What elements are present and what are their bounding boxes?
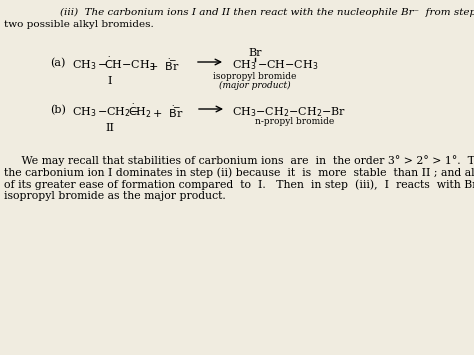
Text: n-propyl bromide: n-propyl bromide <box>255 117 335 126</box>
Text: $\dot{\mathrm{C}}$H$-$CH$_3$: $\dot{\mathrm{C}}$H$-$CH$_3$ <box>104 56 155 73</box>
Text: Br: Br <box>248 48 262 58</box>
Text: I: I <box>108 76 112 86</box>
Text: (iii)  The carbonium ions I and II then react with the nucleophile Br⁻  from ste: (iii) The carbonium ions I and II then r… <box>60 8 474 17</box>
Text: CH$_3$: CH$_3$ <box>232 58 256 72</box>
Text: the carbonium ion I dominates in step (ii) because  it  is  more  stable  than I: the carbonium ion I dominates in step (i… <box>4 167 474 178</box>
Text: (b): (b) <box>50 105 66 115</box>
Text: $+$  $\dot{\mathrm{B}}$r: $+$ $\dot{\mathrm{B}}$r <box>148 58 179 73</box>
Text: two possible alkyl bromides.: two possible alkyl bromides. <box>4 20 154 29</box>
Text: We may recall that stabilities of carbonium ions  are  in  the order 3° > 2° > 1: We may recall that stabilities of carbon… <box>4 155 474 166</box>
Text: II: II <box>106 123 115 133</box>
Text: (major product): (major product) <box>219 81 291 90</box>
Text: $-$CH$-$CH$_3$: $-$CH$-$CH$_3$ <box>257 58 319 72</box>
Text: $-$: $-$ <box>168 54 177 63</box>
Text: $-$CH$_2$$-$: $-$CH$_2$$-$ <box>97 105 140 119</box>
Text: $-$: $-$ <box>97 58 107 68</box>
Text: $-$: $-$ <box>172 101 181 110</box>
Text: CH$_3$: CH$_3$ <box>72 105 97 119</box>
Text: (a): (a) <box>50 58 65 68</box>
Text: CH$_3$$-$CH$_2$$-$CH$_2$$-$Br: CH$_3$$-$CH$_2$$-$CH$_2$$-$Br <box>232 105 346 119</box>
Text: isopropyl bromide: isopropyl bromide <box>213 72 297 81</box>
Text: $+$  $\dot{\mathrm{B}}$r: $+$ $\dot{\mathrm{B}}$r <box>152 105 183 120</box>
Text: isopropyl bromide as the major product.: isopropyl bromide as the major product. <box>4 191 226 201</box>
Text: CH$_3$: CH$_3$ <box>72 58 97 72</box>
Text: $\dot{\mathrm{C}}$H$_2$: $\dot{\mathrm{C}}$H$_2$ <box>128 103 152 120</box>
Text: of its greater ease of formation compared  to  I.   Then  in step  (iii),  I  re: of its greater ease of formation compare… <box>4 179 474 190</box>
